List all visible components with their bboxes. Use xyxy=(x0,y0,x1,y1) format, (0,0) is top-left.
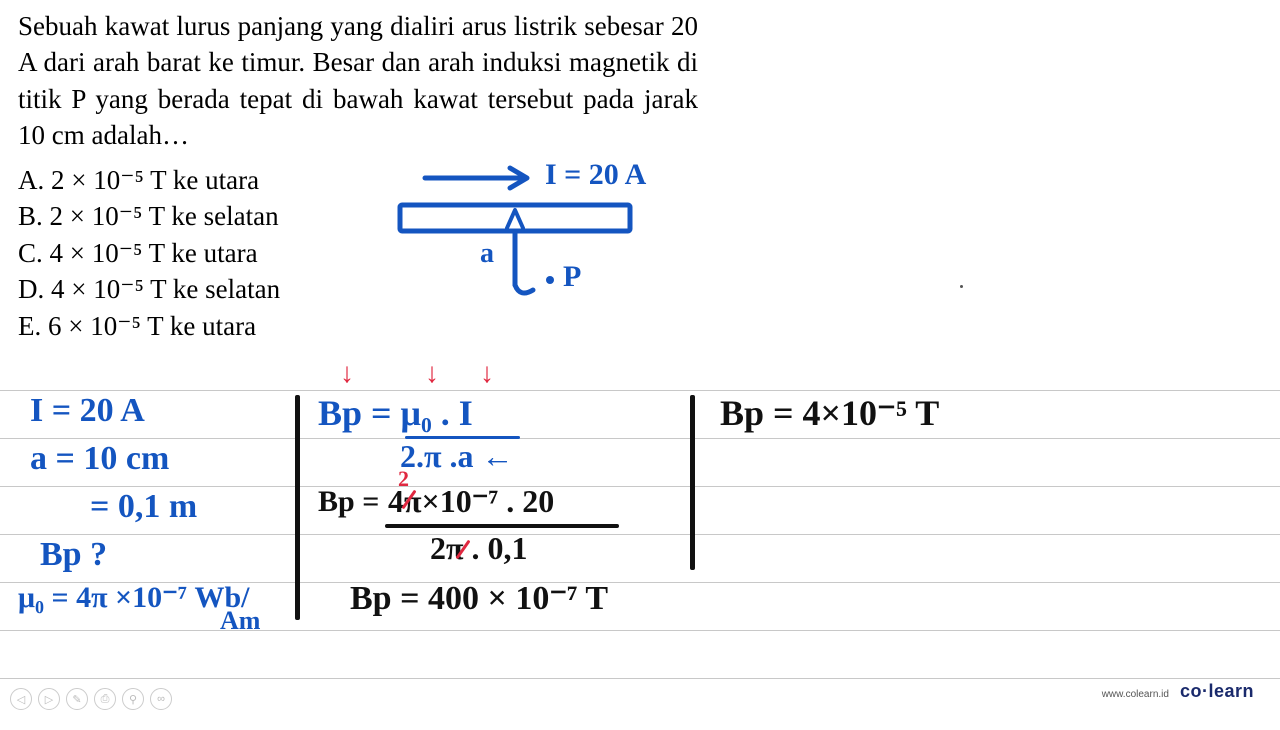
col-divider-1 xyxy=(295,395,300,620)
calc-bp-eq: Bp = xyxy=(318,485,379,519)
calc-num: 4π×10⁻⁷ . 20 xyxy=(388,482,554,520)
col-divider-2 xyxy=(690,395,695,570)
toolbar: ◁ ▷ ✎ ⎙ ⚲ ∞ xyxy=(10,688,172,710)
asked-bp: Bp ? xyxy=(40,536,107,574)
footer-url: www.colearn.id xyxy=(1102,689,1169,700)
answer-choices: A. 2 × 10⁻⁵ T ke utara B. 2 × 10⁻⁵ T ke … xyxy=(18,162,280,344)
footer: www.colearn.id co·learn xyxy=(1102,681,1254,702)
red-arrow-3-icon: ↓ xyxy=(480,358,494,390)
toolbar-loop-icon[interactable]: ∞ xyxy=(150,688,172,710)
frac-bar-2 xyxy=(385,524,619,528)
diagram-p-label: P xyxy=(563,260,581,294)
red-arrow-2-icon: ↓ xyxy=(425,358,439,390)
given-i: I = 20 A xyxy=(30,392,145,430)
choice-b: B. 2 × 10⁻⁵ T ke selatan xyxy=(18,198,280,234)
footer-brand: co·learn xyxy=(1180,681,1254,701)
given-a2: = 0,1 m xyxy=(90,488,197,526)
given-a1: a = 10 cm xyxy=(30,440,169,478)
formula-bp: Bp = μ₀ . I xyxy=(318,392,473,434)
formula-denom: 2.π .a ← xyxy=(400,438,514,475)
toolbar-pen-icon[interactable]: ✎ xyxy=(66,688,88,710)
choice-d: D. 4 × 10⁻⁵ T ke selatan xyxy=(18,271,280,307)
wire-diagram: I = 20 A a P xyxy=(395,160,705,320)
diagram-i-label: I = 20 A xyxy=(545,158,646,192)
choice-e: E. 6 × 10⁻⁵ T ke utara xyxy=(18,308,280,344)
choice-a: A. 2 × 10⁻⁵ T ke utara xyxy=(18,162,280,198)
stray-dot xyxy=(960,285,963,288)
toolbar-next-icon[interactable]: ▷ xyxy=(38,688,60,710)
diagram-a-label: a xyxy=(480,238,494,270)
final-bp: Bp = 4×10⁻⁵ T xyxy=(720,392,939,434)
mu0-unit: Am xyxy=(220,606,260,636)
calc-result1: Bp = 400 × 10⁻⁷ T xyxy=(350,578,608,618)
calc-denom: 2π . 0,1 xyxy=(430,530,528,567)
mu0: μ₀ = 4π ×10⁻⁷ Wb/ xyxy=(18,580,249,615)
choice-c: C. 4 × 10⁻⁵ T ke utara xyxy=(18,235,280,271)
ruled-lines xyxy=(0,350,1280,730)
red-arrow-1-icon: ↓ xyxy=(340,358,354,390)
toolbar-misc-icon[interactable]: ⎙ xyxy=(94,688,116,710)
toolbar-prev-icon[interactable]: ◁ xyxy=(10,688,32,710)
problem-text: Sebuah kawat lurus panjang yang dialiri … xyxy=(18,8,698,154)
toolbar-zoom-icon[interactable]: ⚲ xyxy=(122,688,144,710)
